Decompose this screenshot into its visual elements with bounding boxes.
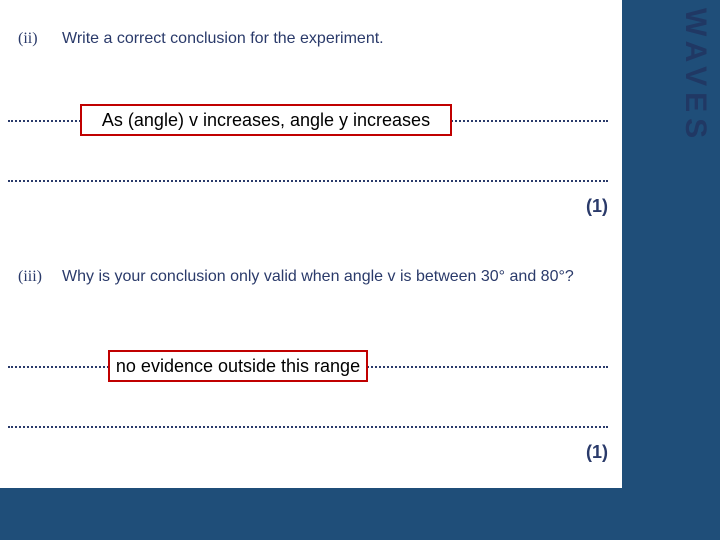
q-iii-mark: (1) [586,442,608,463]
q-ii-prompt: Write a correct conclusion for the exper… [62,30,384,48]
worksheet-sheet: (ii) Write a correct conclusion for the … [0,0,622,488]
section-title: WAVES [678,8,712,144]
q-iii-label: (iii) [18,268,42,286]
q-iii-prompt: Why is your conclusion only valid when a… [62,268,574,286]
q-ii-answer: As (angle) v increases, angle y increase… [80,104,452,136]
q-ii-label: (ii) [18,30,38,48]
q-iii-answer: no evidence outside this range [108,350,368,382]
q-ii-line-2 [8,180,608,182]
q-iii-line-2 [8,426,608,428]
q-ii-mark: (1) [586,196,608,217]
